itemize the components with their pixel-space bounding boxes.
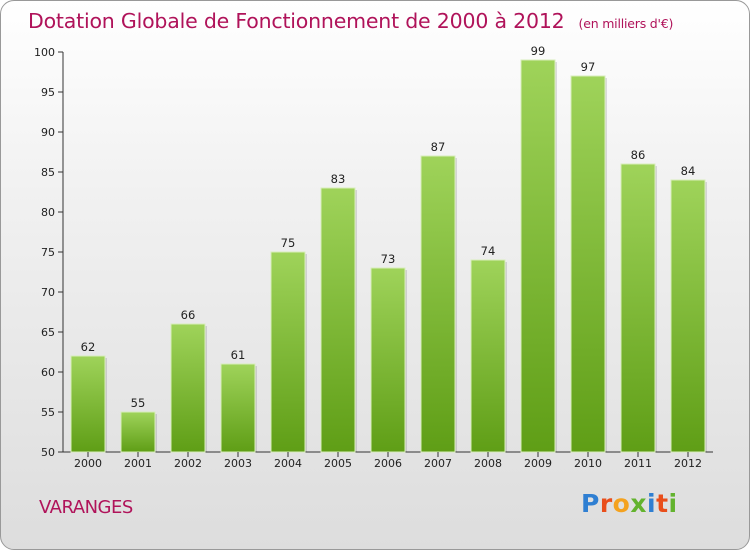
x-tick-label: 2008 bbox=[474, 457, 502, 470]
logo-letter: i bbox=[647, 489, 657, 518]
bar-value-label: 73 bbox=[381, 252, 396, 266]
y-tick-label: 85 bbox=[41, 166, 55, 179]
bar-value-label: 97 bbox=[581, 60, 596, 74]
proxiti-logo: Proxiti bbox=[581, 489, 678, 518]
bar bbox=[620, 163, 656, 453]
bar bbox=[470, 259, 506, 453]
chart-subtitle: (en milliers d'€) bbox=[578, 16, 674, 31]
title-text: Dotation Globale de Fonctionnement de 20… bbox=[28, 9, 565, 33]
y-tick-label: 100 bbox=[34, 46, 55, 59]
bar bbox=[270, 251, 306, 453]
bar bbox=[220, 363, 256, 453]
bar bbox=[170, 323, 206, 453]
logo-letter: i bbox=[668, 489, 678, 518]
bar-value-label: 86 bbox=[631, 148, 646, 162]
x-tick-label: 2006 bbox=[374, 457, 402, 470]
y-tick-label: 55 bbox=[41, 406, 55, 419]
place-name: VARANGES bbox=[39, 497, 133, 518]
x-tick-label: 2011 bbox=[624, 457, 652, 470]
x-tick-label: 2007 bbox=[424, 457, 452, 470]
bar bbox=[320, 187, 356, 453]
bar bbox=[570, 75, 606, 453]
bar-value-label: 62 bbox=[81, 340, 96, 354]
x-tick-label: 2004 bbox=[274, 457, 302, 470]
y-tick-label: 95 bbox=[41, 86, 55, 99]
logo-letter: t bbox=[656, 489, 669, 518]
x-tick-label: 2002 bbox=[174, 457, 202, 470]
bar bbox=[70, 355, 106, 453]
logo-letter: P bbox=[581, 489, 600, 518]
bar bbox=[520, 59, 556, 453]
bar-value-label: 75 bbox=[281, 236, 296, 250]
y-tick-label: 65 bbox=[41, 326, 55, 339]
logo-letter: o bbox=[612, 489, 631, 518]
bar-value-label: 83 bbox=[331, 172, 346, 186]
x-tick-label: 2005 bbox=[324, 457, 352, 470]
bar bbox=[670, 179, 706, 453]
bar-value-label: 74 bbox=[481, 244, 496, 258]
logo-letter: x bbox=[630, 489, 647, 518]
bar-value-label: 99 bbox=[531, 44, 546, 58]
y-tick-label: 50 bbox=[41, 446, 55, 459]
x-tick-label: 2012 bbox=[674, 457, 702, 470]
bar-value-label: 87 bbox=[431, 140, 446, 154]
chart-title: Dotation Globale de Fonctionnement de 20… bbox=[28, 9, 673, 33]
x-tick-label: 2009 bbox=[524, 457, 552, 470]
bar-value-label: 84 bbox=[681, 164, 696, 178]
bar bbox=[120, 411, 156, 453]
x-tick-label: 2001 bbox=[124, 457, 152, 470]
x-tick-label: 2000 bbox=[74, 457, 102, 470]
y-tick-label: 90 bbox=[41, 126, 55, 139]
x-tick-label: 2010 bbox=[574, 457, 602, 470]
bar-value-label: 61 bbox=[231, 348, 246, 362]
y-tick-label: 80 bbox=[41, 206, 55, 219]
bar bbox=[420, 155, 456, 453]
bar bbox=[370, 267, 406, 453]
y-tick-label: 70 bbox=[41, 286, 55, 299]
logo-letter: r bbox=[599, 489, 613, 518]
y-tick-label: 60 bbox=[41, 366, 55, 379]
bar-value-label: 66 bbox=[181, 308, 196, 322]
y-tick-label: 75 bbox=[41, 246, 55, 259]
bar-value-label: 55 bbox=[131, 396, 146, 410]
x-tick-label: 2003 bbox=[224, 457, 252, 470]
